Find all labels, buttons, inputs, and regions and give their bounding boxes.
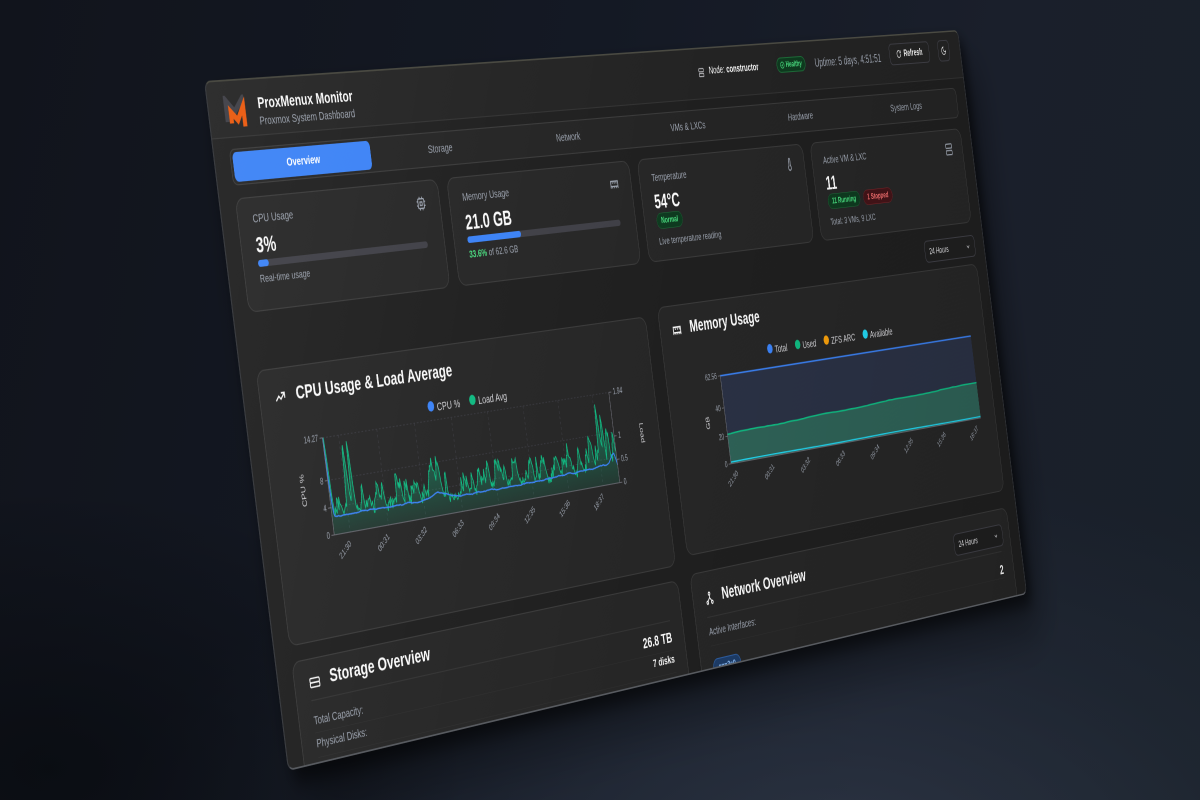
svg-text:1.94: 1.94 bbox=[612, 385, 623, 396]
svg-text:0: 0 bbox=[326, 530, 331, 541]
svg-text:15:36: 15:36 bbox=[936, 430, 947, 450]
svg-text:1: 1 bbox=[618, 430, 622, 440]
svg-text:0: 0 bbox=[623, 477, 627, 487]
svg-text:8: 8 bbox=[320, 476, 325, 487]
svg-text:GB: GB bbox=[704, 416, 712, 430]
svg-text:0.5: 0.5 bbox=[620, 453, 628, 464]
svg-text:06:33: 06:33 bbox=[835, 448, 846, 468]
svg-text:4: 4 bbox=[323, 503, 328, 514]
svg-text:06:33: 06:33 bbox=[451, 517, 465, 540]
svg-text:12:35: 12:35 bbox=[903, 436, 914, 456]
svg-text:21:30: 21:30 bbox=[338, 538, 353, 561]
svg-text:62.56: 62.56 bbox=[705, 372, 718, 383]
svg-text:00:31: 00:31 bbox=[376, 531, 391, 554]
svg-text:03:32: 03:32 bbox=[800, 455, 812, 475]
svg-text:21:30: 21:30 bbox=[727, 468, 739, 489]
svg-text:14.27: 14.27 bbox=[303, 433, 319, 446]
svg-text:18:37: 18:37 bbox=[969, 424, 979, 443]
svg-text:CPU %: CPU % bbox=[297, 473, 308, 507]
svg-text:09:34: 09:34 bbox=[870, 442, 881, 462]
svg-text:03:32: 03:32 bbox=[414, 524, 428, 546]
svg-text:0: 0 bbox=[724, 460, 728, 470]
svg-text:12:35: 12:35 bbox=[523, 504, 537, 526]
svg-text:Load: Load bbox=[638, 422, 647, 443]
svg-text:40: 40 bbox=[715, 404, 722, 414]
svg-text:00:31: 00:31 bbox=[764, 461, 776, 482]
svg-text:18:37: 18:37 bbox=[593, 492, 606, 513]
svg-text:15:36: 15:36 bbox=[558, 498, 571, 520]
svg-text:09:34: 09:34 bbox=[488, 510, 502, 532]
svg-text:20: 20 bbox=[718, 432, 725, 442]
